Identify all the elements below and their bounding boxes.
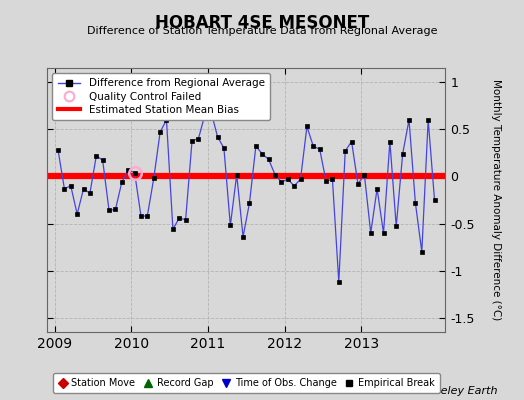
Text: Difference of Station Temperature Data from Regional Average: Difference of Station Temperature Data f… xyxy=(87,26,437,36)
Legend: Station Move, Record Gap, Time of Obs. Change, Empirical Break: Station Move, Record Gap, Time of Obs. C… xyxy=(53,374,440,393)
Legend: Difference from Regional Average, Quality Control Failed, Estimated Station Mean: Difference from Regional Average, Qualit… xyxy=(52,73,270,120)
Text: HOBART 4SE MESONET: HOBART 4SE MESONET xyxy=(155,14,369,32)
Text: Berkeley Earth: Berkeley Earth xyxy=(416,386,498,396)
Y-axis label: Monthly Temperature Anomaly Difference (°C): Monthly Temperature Anomaly Difference (… xyxy=(492,79,501,321)
